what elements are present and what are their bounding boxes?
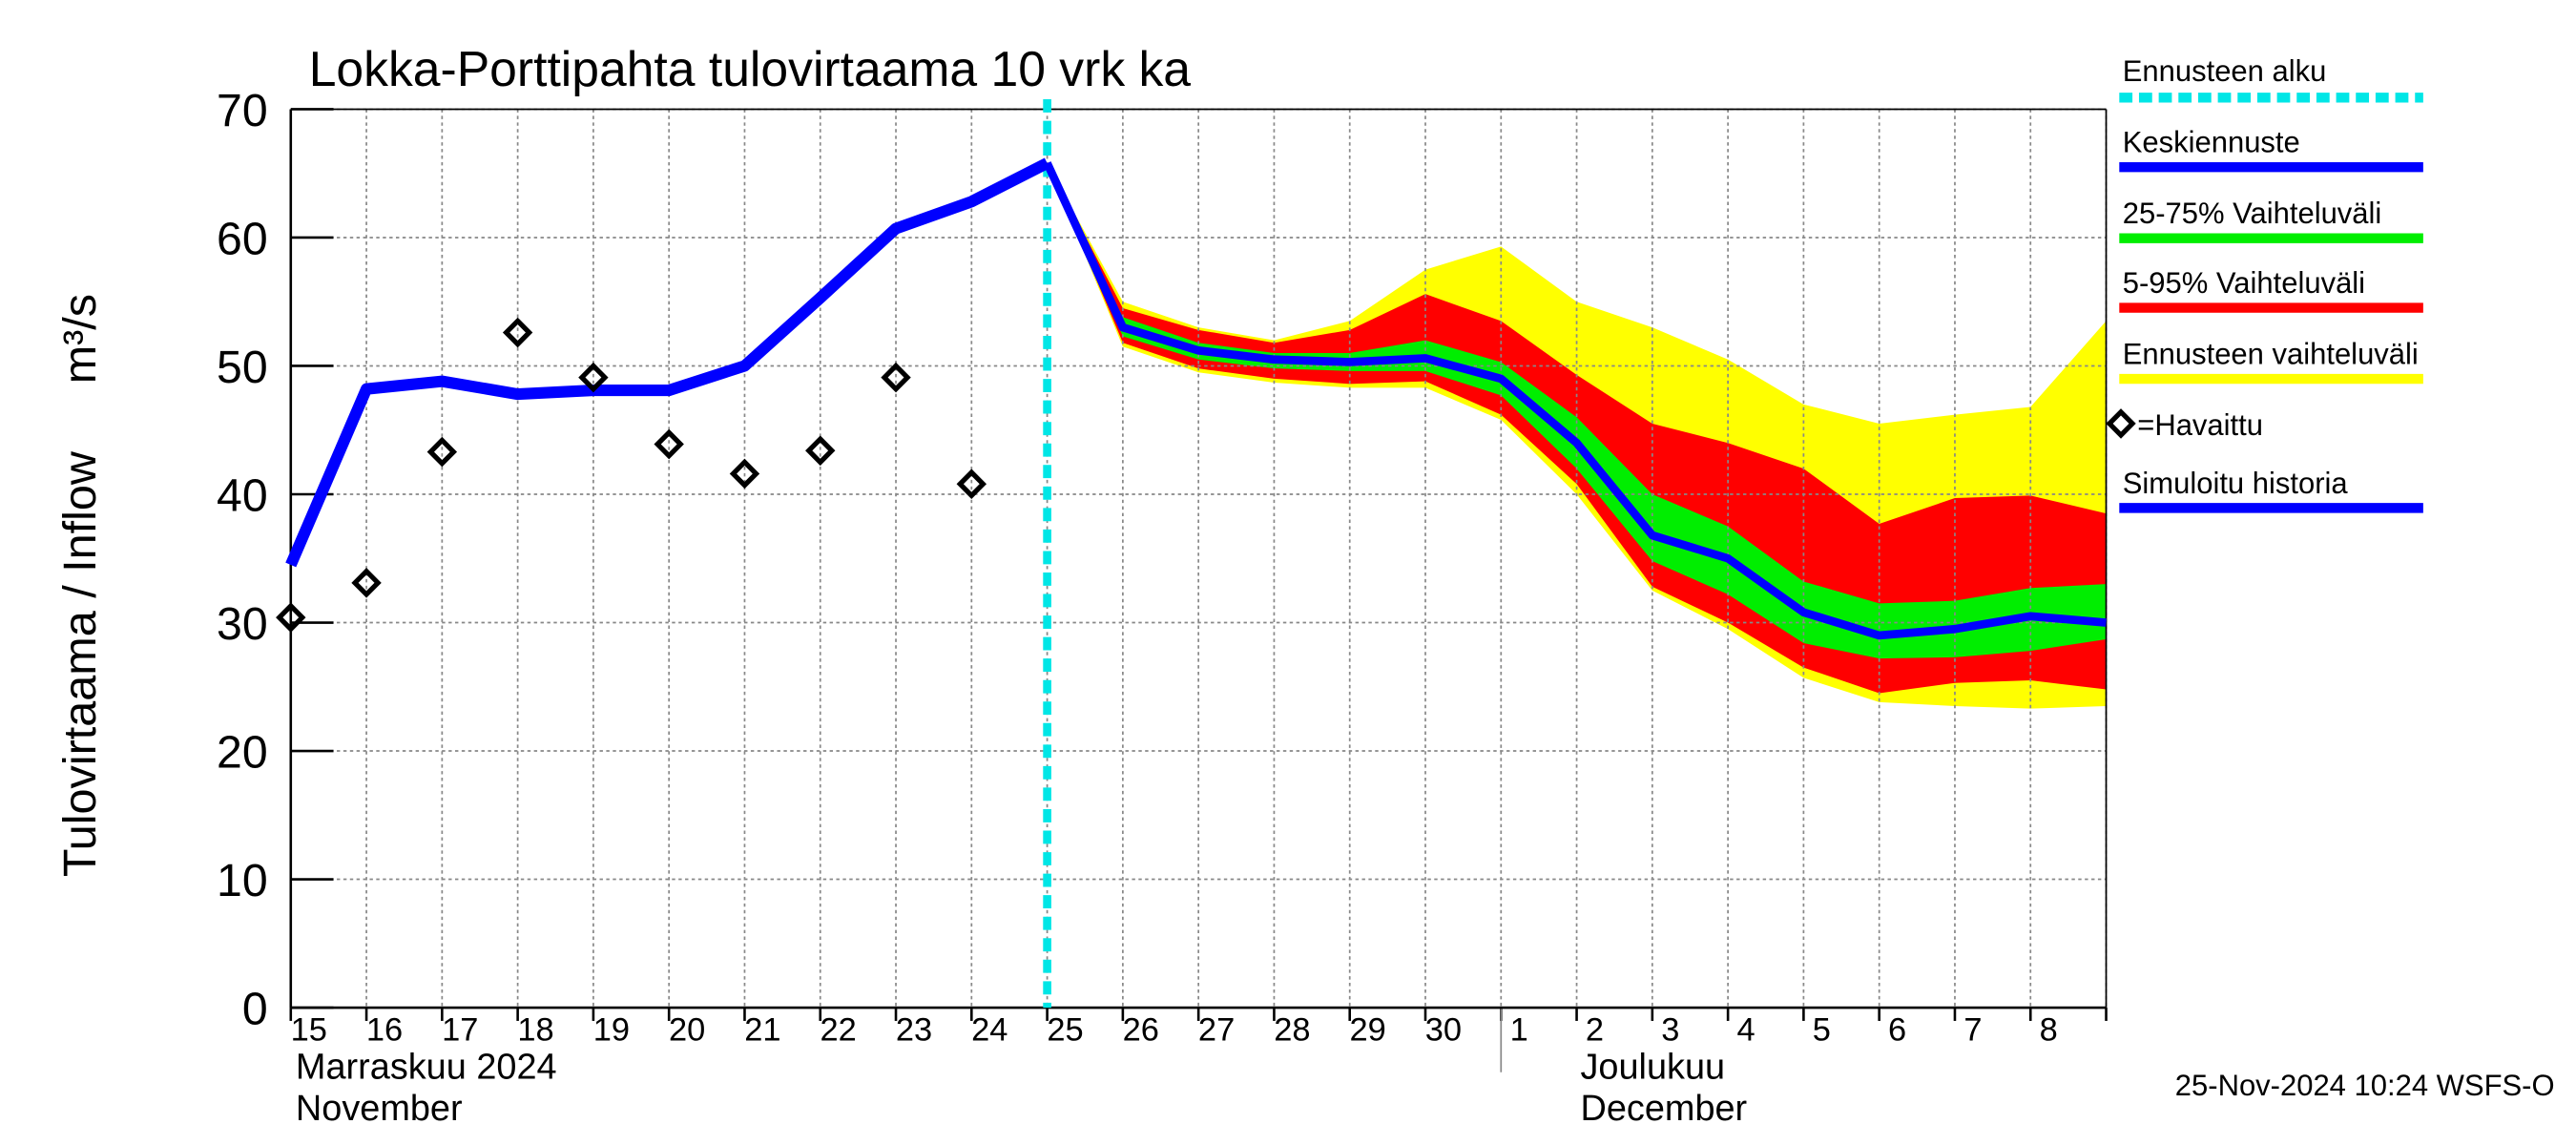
legend-label: =Havaittu	[2137, 408, 2263, 442]
x-tick-label: 2	[1586, 1012, 1604, 1049]
y-tick-label: 60	[217, 213, 268, 264]
x-tick-label: 27	[1198, 1012, 1235, 1049]
x-tick-label: 5	[1813, 1012, 1831, 1049]
x-tick-label: 6	[1888, 1012, 1906, 1049]
month-label: Joulukuu	[1581, 1048, 1726, 1088]
observed-marker	[654, 428, 684, 460]
month-label-en: December	[1581, 1089, 1748, 1129]
x-tick-label: 7	[1963, 1012, 1982, 1049]
x-tick-label: 15	[291, 1012, 327, 1049]
observed-marker	[729, 458, 760, 489]
month-label: Marraskuu 2024	[296, 1048, 557, 1088]
month-label-en: November	[296, 1089, 463, 1129]
legend-marker	[2106, 408, 2136, 439]
y-tick-label: 40	[217, 469, 268, 521]
legend-label: Ennusteen alku	[2123, 54, 2327, 88]
observed-marker	[956, 468, 987, 500]
x-tick-label: 23	[896, 1012, 932, 1049]
legend-label: 5-95% Vaihteluväli	[2123, 266, 2365, 300]
legend-label: Ennusteen vaihteluväli	[2123, 337, 2419, 370]
y-tick-label: 0	[242, 983, 268, 1034]
y-tick-label: 50	[217, 342, 268, 393]
x-tick-label: 18	[517, 1012, 553, 1049]
band-area	[1047, 162, 2107, 659]
observed-marker	[881, 362, 911, 393]
legend: Ennusteen alku Keskiennuste 25-75% Vaihtel…	[2106, 54, 2423, 513]
x-tick-label: 4	[1736, 1012, 1755, 1049]
y-tick-label: 20	[217, 726, 268, 778]
y-axis-unit: m³/s	[54, 294, 106, 384]
x-tick-label: 25	[1047, 1012, 1083, 1049]
line	[285, 157, 1050, 568]
x-tick-label: 19	[593, 1012, 630, 1049]
x-tick-label: 3	[1661, 1012, 1679, 1049]
line	[1043, 161, 2107, 640]
chart-title: Lokka-Porttipahta tulovirtaama 10 vrk ka	[309, 41, 1191, 96]
observed-marker	[276, 602, 306, 633]
legend-label: 25-75% Vaihteluväli	[2123, 197, 2382, 230]
x-tick-label: 1	[1510, 1012, 1528, 1049]
x-tick-label: 22	[821, 1012, 857, 1049]
observed-marker	[578, 362, 609, 393]
y-tick-label: 10	[217, 855, 268, 906]
y-tick-label: 30	[217, 598, 268, 650]
observed-marker	[351, 568, 382, 598]
x-tick-label: 16	[366, 1012, 403, 1049]
legend-label: Keskiennuste	[2123, 125, 2300, 158]
observed-marker	[502, 317, 533, 348]
legend-label: Simuloitu historia	[2123, 467, 2349, 500]
x-tick-label: 24	[971, 1012, 1008, 1049]
x-tick-label: 8	[2040, 1012, 2058, 1049]
x-tick-label: 26	[1123, 1012, 1159, 1049]
x-tick-label: 30	[1425, 1012, 1462, 1049]
x-tick-label: 17	[442, 1012, 478, 1049]
observed-marker	[805, 435, 836, 467]
x-tick-label: 21	[744, 1012, 780, 1049]
lines	[276, 99, 2107, 1009]
footer: 25-Nov-2024 10:24 WSFS-O	[2175, 1069, 2555, 1102]
x-tick-label: 29	[1350, 1012, 1386, 1049]
x-tick-label: 28	[1274, 1012, 1310, 1049]
x-tick-label: 20	[669, 1012, 705, 1049]
y-tick-label: 70	[217, 85, 268, 136]
y-axis-label: Tulovirtaama / Inflow	[54, 450, 106, 877]
observed-marker	[426, 436, 458, 468]
